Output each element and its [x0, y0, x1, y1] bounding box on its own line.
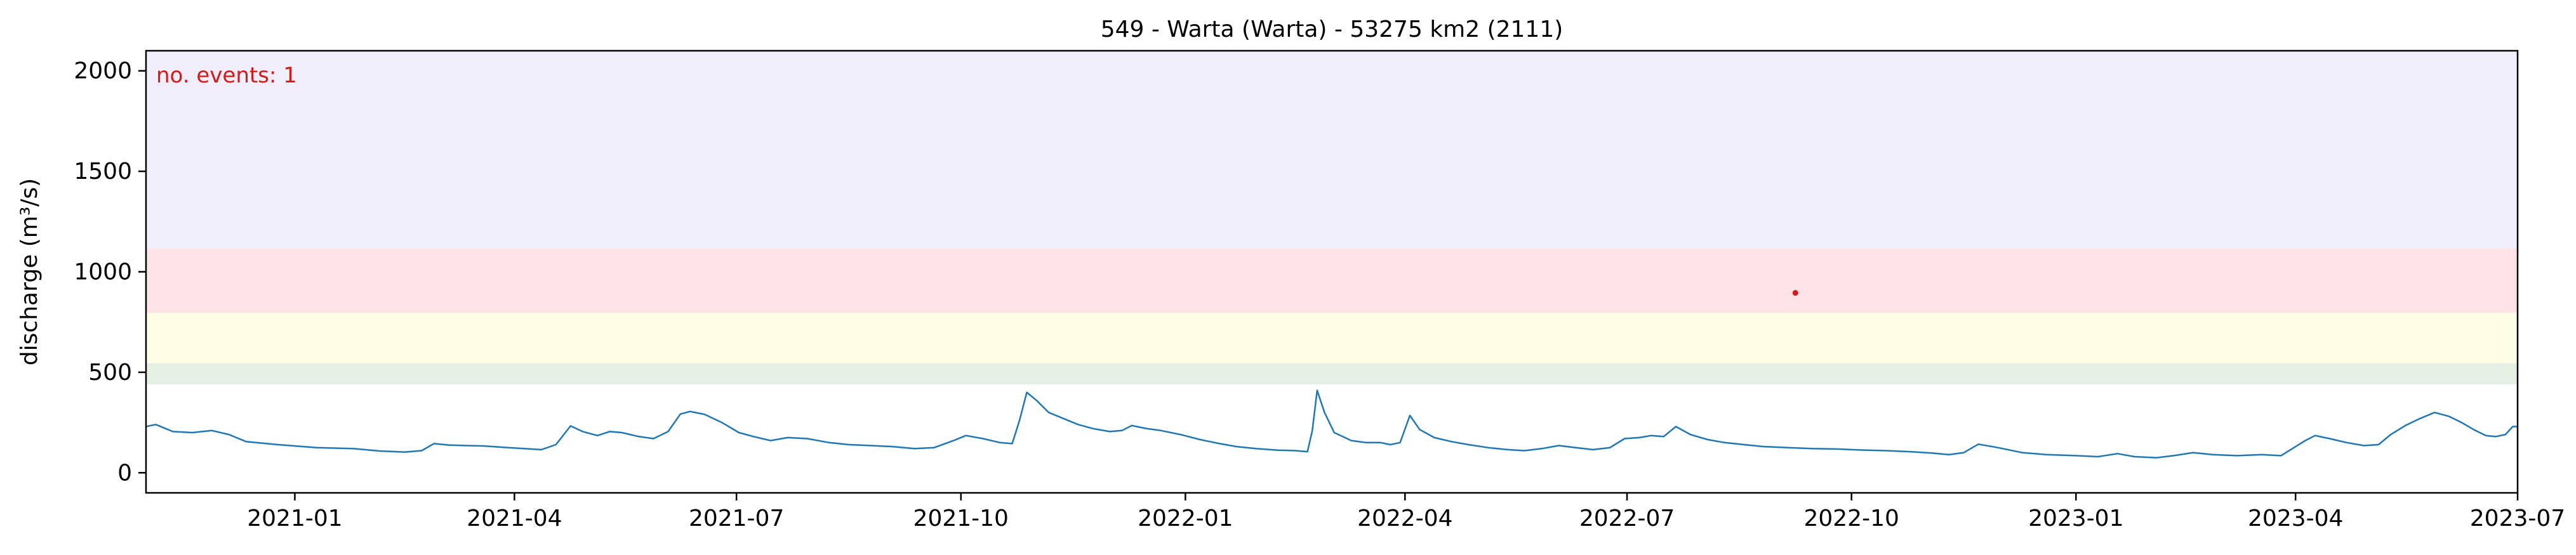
x-tick-label: 2021-01 — [247, 506, 342, 532]
x-axis: 2021-01 2021-04 2021-07 2021-10 2022-01 2022-… — [247, 493, 2565, 532]
y-tick-label: 1500 — [74, 159, 132, 185]
events-annotation: no. events: 1 — [156, 63, 297, 88]
threshold-band-3 — [146, 51, 2518, 249]
x-tick-label: 2022-01 — [1138, 506, 1233, 532]
x-tick-label: 2022-10 — [1803, 506, 1899, 532]
x-tick-label: 2021-10 — [913, 506, 1009, 532]
chart-title: 549 - Warta (Warta) - 53275 km2 (2111) — [1101, 16, 1564, 42]
y-tick-label: 1000 — [74, 259, 132, 285]
event-marker — [1793, 290, 1798, 296]
events-layer — [1793, 290, 1798, 296]
x-tick-label: 2021-04 — [467, 506, 562, 532]
y-axis: 0 500 1000 1500 2000 — [74, 58, 146, 486]
x-tick-label: 2021-07 — [689, 506, 784, 532]
x-tick-label: 2023-01 — [2028, 506, 2123, 532]
x-tick-label: 2023-07 — [2470, 506, 2565, 532]
y-tick-label: 0 — [117, 460, 132, 486]
threshold-band-2 — [146, 249, 2518, 313]
x-tick-label: 2023-04 — [2248, 506, 2343, 532]
threshold-band-1 — [146, 313, 2518, 363]
y-axis-label: discharge (m³/s) — [17, 178, 43, 365]
threshold-band-0 — [146, 363, 2518, 384]
threshold-bands — [146, 51, 2518, 384]
series-layer — [146, 390, 2518, 457]
x-tick-label: 2022-04 — [1357, 506, 1452, 532]
y-tick-label: 2000 — [74, 58, 132, 84]
x-tick-label: 2022-07 — [1579, 506, 1675, 532]
discharge-series-line — [146, 390, 2518, 457]
y-tick-label: 500 — [88, 360, 132, 386]
